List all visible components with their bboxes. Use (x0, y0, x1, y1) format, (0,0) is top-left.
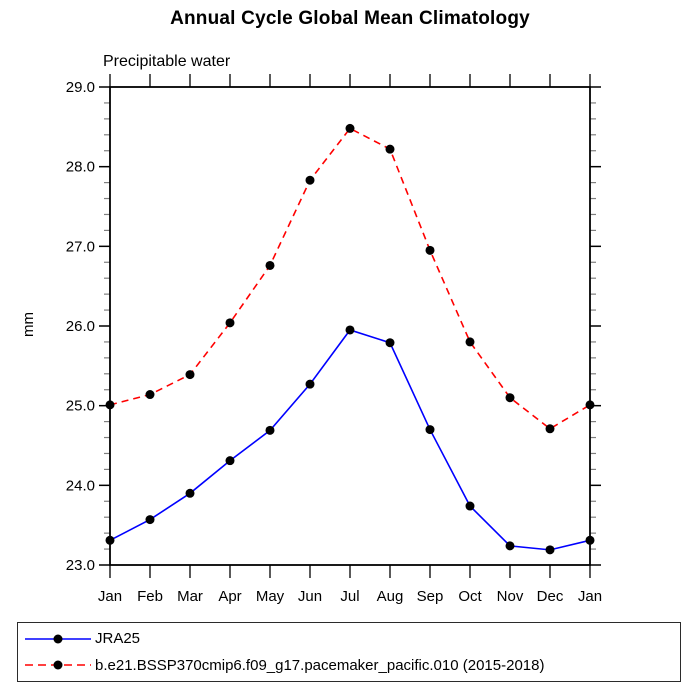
data-point-marker-s1 (385, 144, 395, 154)
data-point-marker-s1 (305, 175, 315, 185)
data-point-marker-s1 (105, 400, 115, 410)
series-line-0 (109, 329, 591, 551)
x-tick-label: Jun (298, 588, 322, 605)
data-point-marker-s0 (185, 488, 195, 498)
legend-marker-icon (53, 634, 63, 644)
data-point-marker-s0 (105, 535, 115, 545)
y-tick-label: 23.0 (66, 557, 95, 574)
plot-frame (109, 86, 591, 566)
legend-label: JRA25 (95, 630, 141, 648)
legend-line-sample-dashed (25, 660, 91, 670)
chart-subtitle: Precipitable water (103, 53, 231, 70)
data-point-marker-s0 (425, 425, 435, 435)
chart-title: Annual Cycle Global Mean Climatology (170, 8, 530, 29)
data-point-marker-s1 (345, 123, 355, 133)
x-tick-label: Jul (340, 588, 359, 605)
x-tick-label: Feb (137, 588, 163, 605)
legend-label: b.e21.BSSP370cmip6.f09_g17.pacemaker_pac… (95, 656, 545, 674)
series-line-1 (109, 127, 591, 430)
y-tick-label: 28.0 (66, 159, 95, 176)
x-tick-label: Aug (377, 588, 404, 605)
legend-item-jra25: JRA25 (23, 626, 680, 652)
data-point-marker-s0 (145, 515, 155, 525)
x-tick-label: Jan (98, 588, 122, 605)
data-point-marker-s0 (465, 501, 475, 511)
data-point-marker-s0 (225, 456, 235, 466)
data-point-marker-s0 (385, 338, 395, 348)
data-point-marker-s1 (585, 400, 595, 410)
data-point-marker-s1 (505, 393, 515, 403)
legend-marker-icon (53, 660, 63, 670)
y-tick-label: 26.0 (66, 318, 95, 335)
legend-box: JRA25 b.e21.BSSP370cmip6.f09_g17.pacemak… (17, 622, 681, 682)
data-point-marker-s1 (145, 390, 155, 400)
x-tick-label: May (256, 588, 285, 605)
data-point-marker-s1 (425, 245, 435, 255)
x-tick-label: Sep (417, 588, 444, 605)
data-point-marker-s1 (225, 318, 235, 328)
y-tick-label: 24.0 (66, 477, 95, 494)
data-point-marker-s0 (305, 379, 315, 389)
data-point-marker-s1 (265, 260, 275, 270)
data-point-marker-s0 (265, 425, 275, 435)
x-tick-label: Nov (497, 588, 524, 605)
data-point-marker-s0 (545, 545, 555, 555)
data-point-marker-s1 (465, 337, 475, 347)
legend-line-sample-solid (25, 634, 91, 644)
x-tick-label: Apr (218, 588, 241, 605)
y-tick-label: 29.0 (66, 79, 95, 96)
y-tick-label: 27.0 (66, 238, 95, 255)
data-point-marker-s0 (345, 325, 355, 335)
data-point-marker-s1 (545, 424, 555, 434)
data-point-marker-s0 (585, 535, 595, 545)
y-tick-label: 25.0 (66, 398, 95, 415)
x-tick-label: Dec (537, 588, 564, 605)
x-tick-label: Jan (578, 588, 602, 605)
data-point-marker-s0 (505, 541, 515, 551)
x-tick-label: Oct (458, 588, 482, 605)
legend-item-model-run: b.e21.BSSP370cmip6.f09_g17.pacemaker_pac… (23, 652, 680, 678)
data-point-marker-s1 (185, 370, 195, 380)
x-tick-label: Mar (177, 588, 203, 605)
